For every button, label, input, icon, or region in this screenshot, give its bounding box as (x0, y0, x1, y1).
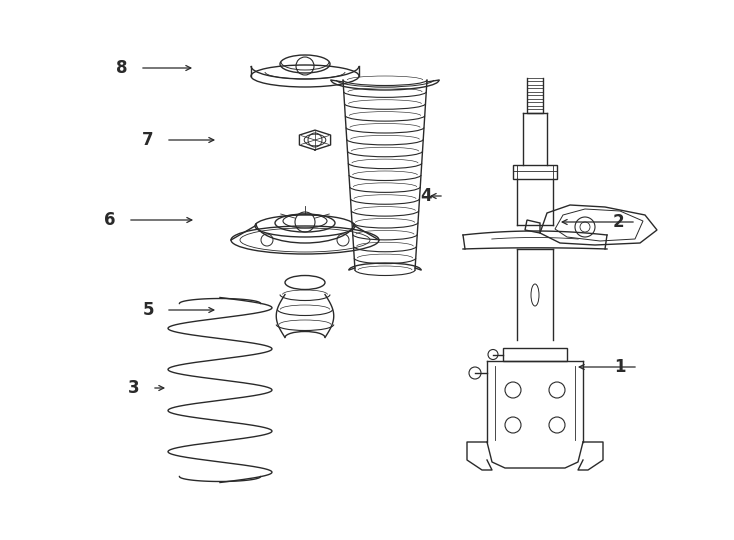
Text: 3: 3 (128, 379, 139, 397)
Text: 5: 5 (142, 301, 153, 319)
Bar (503, 348, 567, 361)
Text: 2: 2 (612, 213, 624, 231)
Text: 1: 1 (614, 358, 626, 376)
Text: 6: 6 (104, 211, 116, 229)
Text: 4: 4 (420, 187, 432, 205)
Bar (513, 165, 557, 179)
Text: 7: 7 (142, 131, 154, 149)
Text: 8: 8 (116, 59, 128, 77)
